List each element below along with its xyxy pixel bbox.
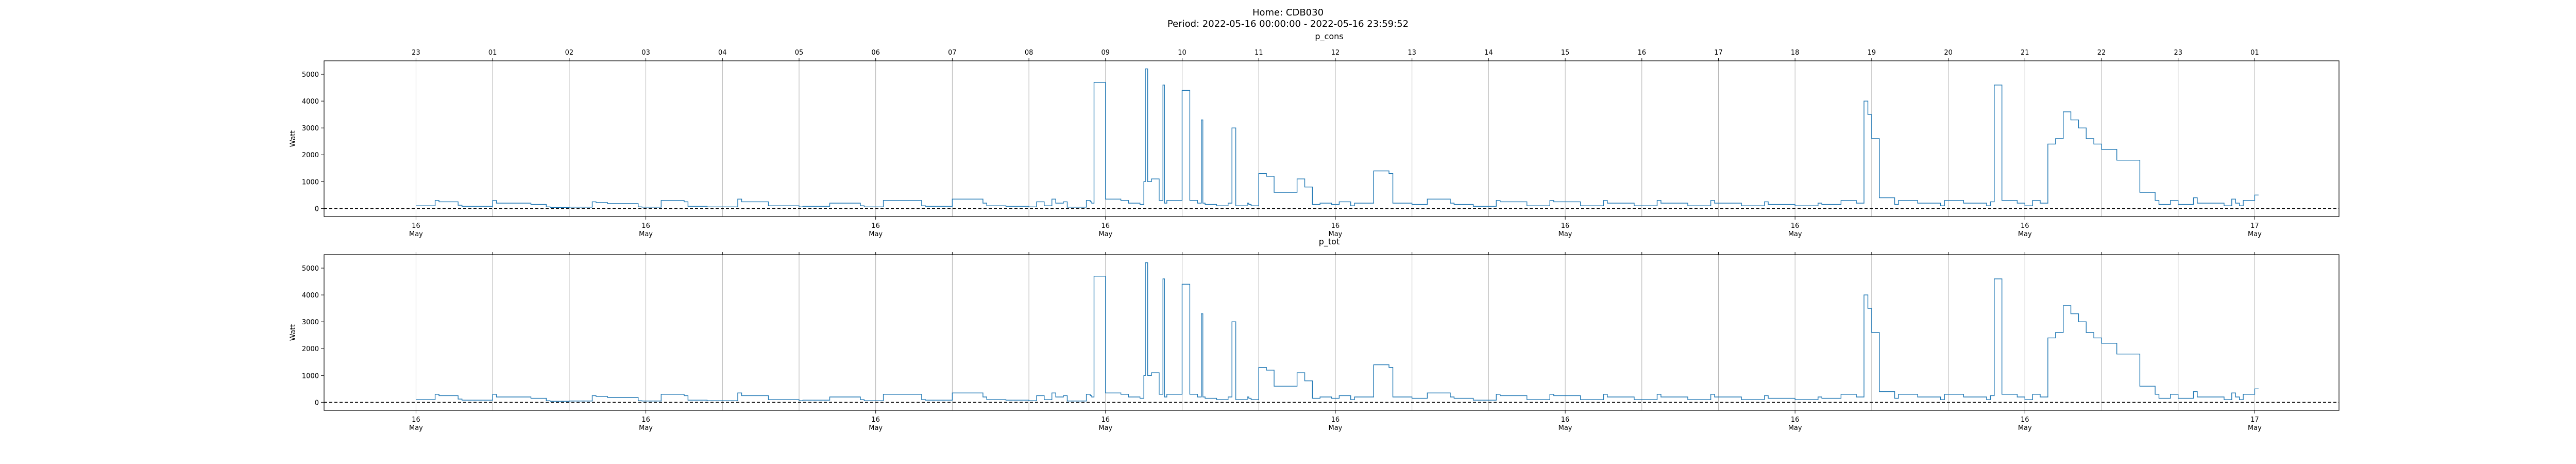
bottom-date-tick-day: 16 [1331,222,1340,230]
top-hour-tick-label: 04 [718,49,727,57]
top-hour-tick-label: 15 [1561,49,1570,57]
bottom-date-tick-day: 16 [1331,416,1340,424]
chart-title-p-cons: p_cons [1315,31,1343,42]
bottom-date-tick-day: 16 [412,222,420,230]
bottom-date-tick-day: 16 [2021,222,2029,230]
top-hour-tick-label: 11 [1255,49,1263,57]
bottom-date-tick-month: May [1098,424,1112,432]
top-hour-tick-label: 17 [1714,49,1723,57]
bottom-date-tick-day: 16 [2021,416,2029,424]
top-hour-tick-label: 08 [1025,49,1033,57]
plot-frame [324,60,2340,217]
bottom-date-tick-month: May [409,424,423,432]
top-hour-tick-label: 23 [412,49,420,57]
bottom-date-tick-day: 16 [1101,222,1110,230]
bottom-date-tick-month: May [2248,424,2262,432]
bottom-date-tick-month: May [639,424,653,432]
bottom-date-tick-day: 16 [871,416,880,424]
y-tick-label: 2000 [302,152,319,159]
top-hour-tick-label: 01 [2250,49,2259,57]
y-tick-label: 1000 [302,372,319,380]
top-hour-tick-label: 14 [1484,49,1493,57]
bottom-date-tick-day: 17 [2250,222,2259,230]
chart-panel-p-cons: p_cons Watt 0 1000 2000 3000 4000 5000 23 01 02 0… [289,31,2340,238]
bottom-date-tick-month: May [2248,230,2262,238]
figure-title-period: Period: 2022-05-16 00:00:00 - 2022-05-16… [1167,19,1409,29]
top-hour-tick-label: 02 [565,49,574,57]
bottom-date-tick-month: May [1328,424,1342,432]
y-tick-label: 0 [315,205,319,213]
top-hour-tick-label: 18 [1791,49,1800,57]
bottom-date-tick-month: May [869,230,883,238]
bottom-date-tick-month: May [1558,424,1572,432]
top-hour-tick-label: 05 [795,49,804,57]
y-tick-label: 4000 [302,292,319,300]
bottom-date-tick-month: May [1788,230,1802,238]
y-tick-label: 5000 [302,265,319,273]
top-hour-tick-label: 20 [1944,49,1953,57]
chart-panel-p-tot: p_tot Watt 01000200030004000500016May16M… [289,237,2340,432]
y-axis-label-p-cons: Watt [289,130,297,147]
y-tick-label: 5000 [302,71,319,79]
y-tick-label: 3000 [302,319,319,326]
y-tick-label: 2000 [302,345,319,353]
bottom-date-tick-month: May [639,230,653,238]
top-hour-tick-label: 10 [1178,49,1187,57]
bottom-date-tick-day: 16 [1791,222,1800,230]
plot-frame [324,254,2340,411]
y-tick-label: 4000 [302,98,319,106]
bottom-date-tick-day: 17 [2250,416,2259,424]
top-hour-tick-label: 22 [2097,49,2106,57]
bottom-date-tick-day: 16 [1561,416,1570,424]
bottom-date-tick-day: 16 [412,416,420,424]
series-line-p-cons [416,68,2259,208]
top-hour-tick-label: 09 [1101,49,1110,57]
chart-title-p-tot: p_tot [1319,237,1340,247]
top-hour-tick-label: 12 [1331,49,1340,57]
bottom-date-tick-month: May [409,230,423,238]
bottom-date-tick-month: May [1558,230,1572,238]
y-tick-label: 1000 [302,178,319,186]
bottom-date-tick-day: 16 [871,222,880,230]
top-hour-tick-label: 16 [1637,49,1646,57]
bottom-date-tick-month: May [2018,230,2032,238]
series-line-p-tot [416,262,2259,402]
bottom-date-tick-month: May [1328,230,1342,238]
y-axis-label-p-tot: Watt [289,324,297,341]
bottom-date-tick-day: 16 [1791,416,1800,424]
bottom-date-tick-day: 16 [641,416,650,424]
bottom-date-tick-month: May [869,424,883,432]
top-hour-tick-label: 07 [948,49,957,57]
figure-title-home: Home: CDB030 [1252,7,1324,18]
bottom-date-tick-month: May [2018,424,2032,432]
top-hour-tick-label: 03 [641,49,650,57]
top-hour-tick-label: 13 [1408,49,1416,57]
top-hour-tick-label: 06 [871,49,880,57]
y-tick-label: 3000 [302,125,319,132]
bottom-date-tick-day: 16 [1561,222,1570,230]
bottom-date-tick-month: May [1788,424,1802,432]
bottom-date-tick-day: 16 [1101,416,1110,424]
top-hour-tick-label: 21 [2021,49,2029,57]
y-tick-label: 0 [315,399,319,407]
bottom-date-tick-day: 16 [641,222,650,230]
top-hour-tick-label: 19 [1868,49,1876,57]
top-hour-tick-label: 01 [488,49,497,57]
bottom-date-tick-month: May [1098,230,1112,238]
top-hour-tick-label: 23 [2174,49,2182,57]
